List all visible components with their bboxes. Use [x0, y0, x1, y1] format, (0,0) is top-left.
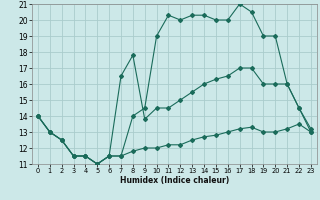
- X-axis label: Humidex (Indice chaleur): Humidex (Indice chaleur): [120, 176, 229, 185]
